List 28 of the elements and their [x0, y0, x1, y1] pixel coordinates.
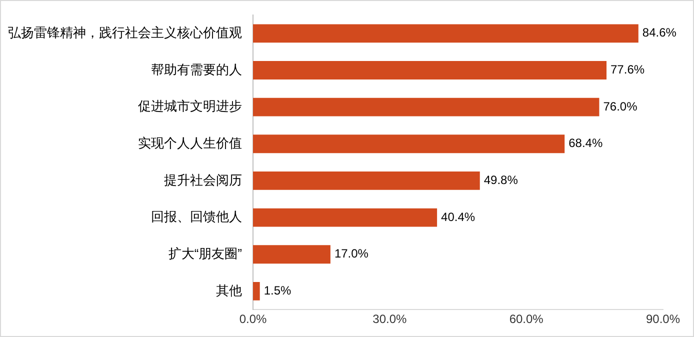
x-tick-label: 30.0%	[372, 312, 408, 326]
bar	[253, 245, 330, 264]
x-tick-label: 60.0%	[509, 312, 544, 326]
y-tick-label: 回报、回馈他人	[151, 209, 242, 224]
data-label: 1.5%	[264, 284, 292, 298]
bar	[253, 61, 607, 80]
data-label: 77.6%	[610, 62, 645, 77]
data-label: 84.6%	[642, 26, 677, 40]
y-tick-label: 帮助有需要的人	[151, 62, 242, 77]
bar	[253, 134, 565, 154]
x-tick-label: 0.0%	[239, 312, 267, 326]
bar	[253, 208, 438, 227]
bar	[253, 172, 480, 190]
y-tick-label: 实现个人人生价值	[138, 135, 242, 150]
y-tick-label: 促进城市文明进步	[138, 98, 242, 114]
y-tick-label: 其他	[216, 282, 242, 298]
y-tick-label: 扩大“朋友圈”	[168, 246, 242, 261]
y-tick-label: 提升社会阅历	[164, 172, 242, 188]
y-tick-label: 弘扬雷锋精神，践行社会主义核心价值观	[8, 24, 242, 40]
data-label: 49.8%	[484, 173, 518, 188]
data-label: 17.0%	[334, 246, 369, 261]
data-label: 40.4%	[441, 210, 476, 224]
data-label: 68.4%	[568, 136, 603, 150]
bar	[253, 282, 260, 300]
data-label: 76.0%	[603, 99, 638, 114]
x-tick-label: 90.0%	[646, 312, 680, 326]
bar	[253, 24, 638, 43]
bar	[253, 98, 600, 116]
